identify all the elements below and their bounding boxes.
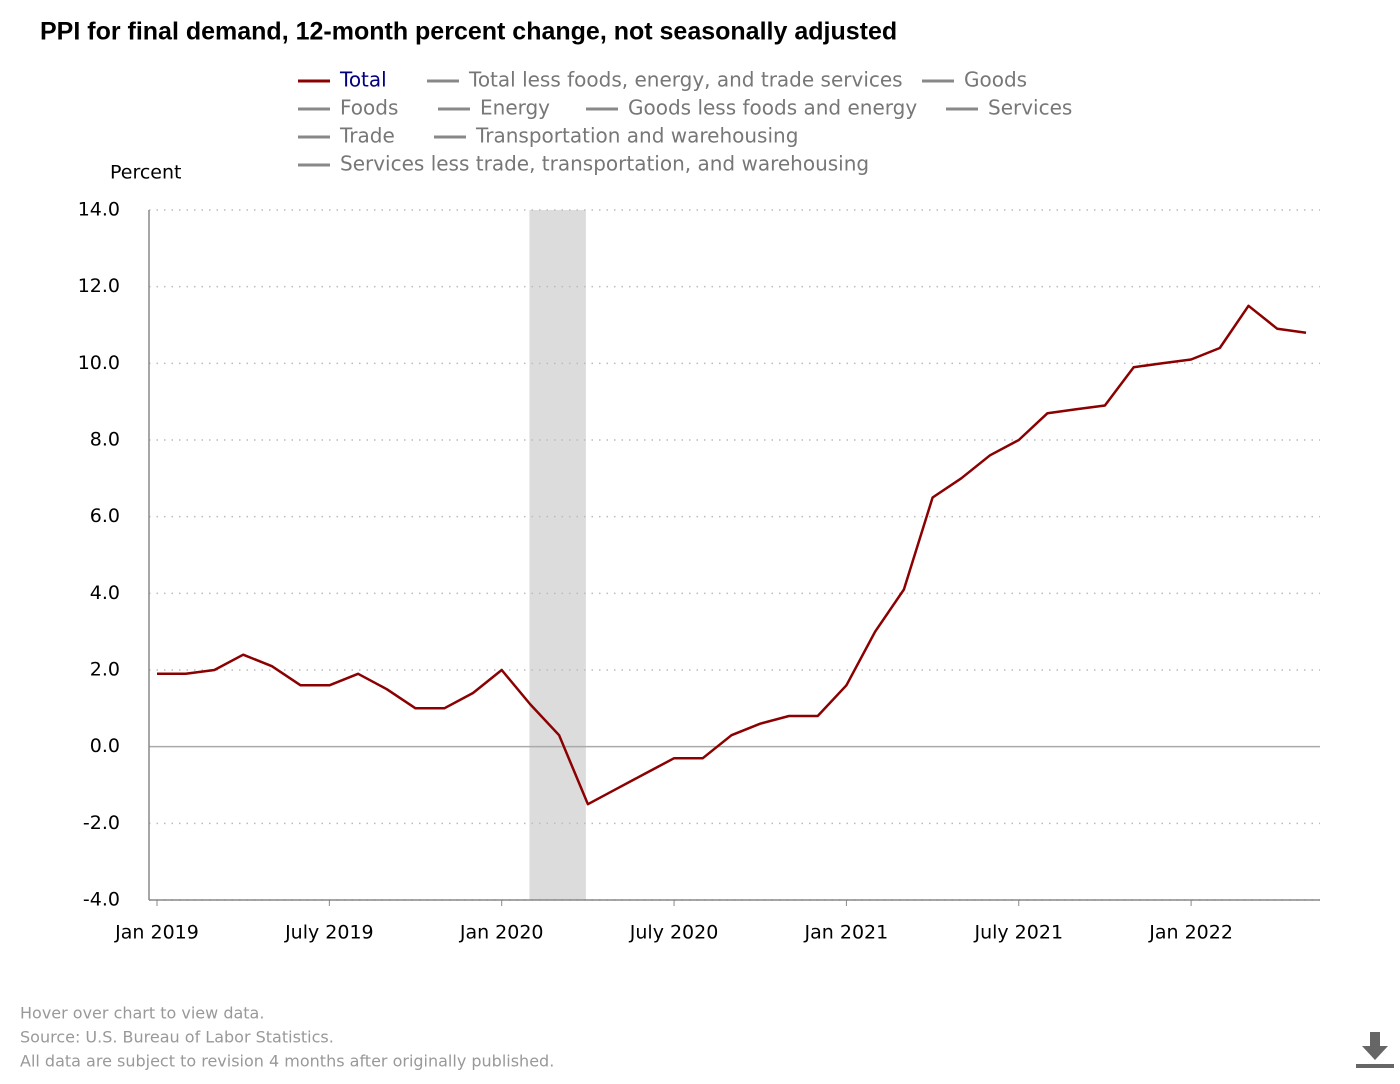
y-tick-label: 14.0 xyxy=(78,199,120,221)
y-tick-label: 10.0 xyxy=(78,352,120,374)
legend-item[interactable]: Services less trade, transportation, and… xyxy=(298,152,869,176)
legend-label: Total xyxy=(339,68,387,92)
x-tick-label: Jan 2020 xyxy=(459,922,544,944)
y-tick-label: -2.0 xyxy=(83,812,120,834)
legend-item[interactable]: Services xyxy=(946,96,1072,120)
y-tick-label: 2.0 xyxy=(90,659,120,681)
y-tick-label: 6.0 xyxy=(90,505,120,527)
recession-shade xyxy=(529,210,586,900)
legend-item[interactable]: Foods xyxy=(298,96,398,120)
y-tick-label: -4.0 xyxy=(83,889,120,911)
legend-item[interactable]: Energy xyxy=(438,96,550,120)
y-tick-label: 8.0 xyxy=(90,429,120,451)
x-tick-label: July 2021 xyxy=(973,922,1063,944)
legend-label: Services xyxy=(988,96,1072,120)
y-tick-label: 4.0 xyxy=(90,582,120,604)
legend-label: Total less foods, energy, and trade serv… xyxy=(468,68,903,92)
legend-item[interactable]: Trade xyxy=(298,124,395,148)
footer-note: Hover over chart to view data. xyxy=(20,1004,264,1023)
x-tick-label: Jan 2019 xyxy=(114,922,199,944)
legend-item[interactable]: Goods less foods and energy xyxy=(586,96,917,120)
legend-label: Goods xyxy=(964,68,1027,92)
legend-item[interactable]: Total less foods, energy, and trade serv… xyxy=(427,68,903,92)
icon-part xyxy=(1362,1046,1388,1060)
series-line xyxy=(157,304,1307,806)
y-axis-label: Percent xyxy=(110,162,182,184)
icon-part xyxy=(1356,1064,1394,1068)
legend-item[interactable]: Transportation and warehousing xyxy=(434,124,798,148)
legend-label: Foods xyxy=(340,96,398,120)
legend-label: Energy xyxy=(480,96,550,120)
x-tick-label: Jan 2021 xyxy=(804,922,889,944)
y-tick-label: 0.0 xyxy=(90,735,120,757)
chart-title: PPI for final demand, 12-month percent c… xyxy=(40,18,897,46)
legend-label: Goods less foods and energy xyxy=(628,96,917,120)
legend-label: Services less trade, transportation, and… xyxy=(340,152,869,176)
download-icon[interactable] xyxy=(1356,1032,1394,1068)
footer-note: Source: U.S. Bureau of Labor Statistics. xyxy=(20,1028,334,1047)
y-tick-label: 12.0 xyxy=(78,275,120,297)
legend-label: Transportation and warehousing xyxy=(475,124,798,148)
x-tick-label: July 2020 xyxy=(629,922,719,944)
legend-label: Trade xyxy=(339,124,395,148)
x-tick-label: July 2019 xyxy=(284,922,374,944)
footer-note: All data are subject to revision 4 month… xyxy=(20,1052,554,1071)
icon-part xyxy=(1370,1032,1380,1048)
legend-item[interactable]: Total xyxy=(298,68,387,92)
legend-item[interactable]: Goods xyxy=(922,68,1027,92)
x-tick-label: Jan 2022 xyxy=(1148,922,1233,944)
